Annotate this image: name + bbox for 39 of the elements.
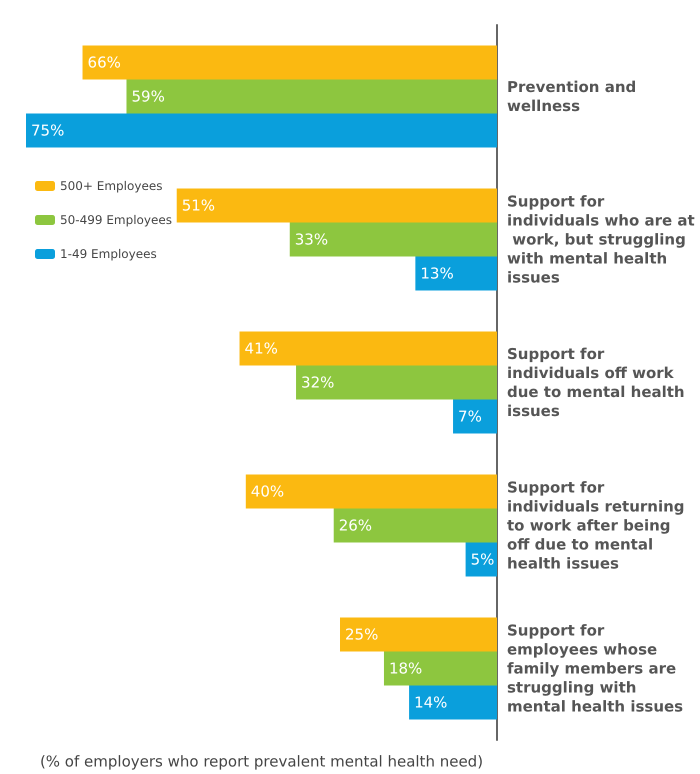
bar [82,46,497,80]
bar [415,256,497,290]
bar [334,508,497,542]
bar [384,652,497,686]
data-label: 14% [414,694,448,712]
data-label: 26% [338,516,372,534]
bar [290,222,497,256]
data-label: 41% [244,340,278,358]
data-label: 5% [470,550,494,568]
bar [126,80,497,114]
data-label: 32% [301,374,334,392]
y-tick-label: Support for individuals returning to work after being off due to mental health issues [507,478,690,572]
y-tick-label: Prevention and wellness [507,78,642,115]
bar [240,332,497,366]
legend-label: 50-499 Employees [60,213,172,227]
y-tick-label: Support for individuals who are at work, but struggling with mental health issues [507,192,695,286]
legend-label: 500+ Employees [60,179,162,193]
bar [466,542,497,576]
data-label: 75% [31,122,64,140]
data-label: 51% [182,196,216,214]
data-label: 25% [345,626,378,644]
bar [246,474,497,508]
bar [453,400,497,434]
data-label: 18% [388,660,422,678]
bar [340,618,497,652]
data-label: 33% [294,230,328,248]
y-tick-label: Support for individuals off work due to mental health issues [507,345,690,420]
y-tick-label: Support for employees whose family members are struggling with mental health issues [507,622,684,716]
data-label: 40% [250,482,284,500]
legend-label: 1-49 Employees [60,247,157,261]
x-axis-title: (% of employers who report prevalent mental health need) [40,752,484,770]
data-label: 59% [131,88,165,106]
data-label: 66% [88,54,121,72]
bar [409,686,497,720]
bar [296,366,497,400]
data-label: 13% [420,264,454,282]
bar [26,114,497,148]
data-label: 7% [458,408,482,426]
bar [176,188,497,222]
